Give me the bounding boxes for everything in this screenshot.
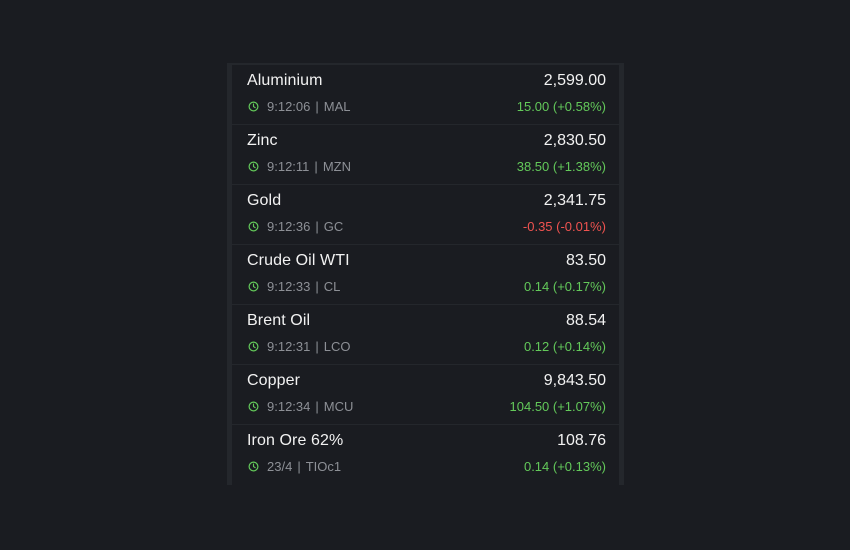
commodity-row[interactable]: Iron Ore 62% 108.76 23/4 | TIOc1 0.14 (+… bbox=[232, 425, 619, 485]
commodity-meta: 9:12:06 | MAL bbox=[248, 99, 351, 114]
commodity-meta: 23/4 | TIOc1 bbox=[248, 459, 341, 474]
commodity-symbol: GC bbox=[323, 219, 344, 234]
commodity-time: 9:12:33 bbox=[267, 279, 311, 294]
commodity-row[interactable]: Copper 9,843.50 9:12:34 | MCU 104.50 (+1… bbox=[232, 365, 619, 425]
commodity-meta: 9:12:11 | MZN bbox=[248, 159, 351, 174]
commodity-time: 9:12:06 bbox=[267, 99, 311, 114]
commodity-row[interactable]: Gold 2,341.75 9:12:36 | GC -0.35 (-0.01%… bbox=[232, 185, 619, 245]
commodity-name: Iron Ore 62% bbox=[247, 432, 344, 449]
clock-icon bbox=[248, 401, 259, 412]
commodities-list: Aluminium 2,599.00 9:12:06 | MAL 15.00 (… bbox=[232, 65, 619, 485]
commodity-symbol: MZN bbox=[322, 159, 351, 174]
commodity-price: 2,830.50 bbox=[543, 132, 606, 149]
meta-separator: | bbox=[315, 99, 319, 114]
commodity-time: 9:12:11 bbox=[267, 159, 310, 174]
commodity-change: 38.50 (+1.38%) bbox=[516, 159, 606, 174]
clock-icon bbox=[248, 461, 259, 472]
commodity-row[interactable]: Zinc 2,830.50 9:12:11 | MZN 38.50 (+1.38… bbox=[232, 125, 619, 185]
meta-separator: | bbox=[315, 399, 319, 414]
clock-icon bbox=[248, 221, 259, 232]
meta-separator: | bbox=[314, 159, 318, 174]
commodity-change: 15.00 (+0.58%) bbox=[516, 99, 606, 114]
commodity-meta: 9:12:34 | MCU bbox=[248, 399, 353, 414]
clock-icon bbox=[248, 101, 259, 112]
commodity-change: 0.14 (+0.13%) bbox=[523, 459, 606, 474]
meta-separator: | bbox=[315, 219, 319, 234]
commodity-name: Brent Oil bbox=[247, 312, 311, 329]
clock-icon bbox=[248, 281, 259, 292]
meta-separator: | bbox=[315, 339, 319, 354]
meta-separator: | bbox=[315, 279, 319, 294]
commodity-meta: 9:12:33 | CL bbox=[248, 279, 340, 294]
commodity-row[interactable]: Aluminium 2,599.00 9:12:06 | MAL 15.00 (… bbox=[232, 65, 619, 125]
commodity-meta: 9:12:31 | LCO bbox=[248, 339, 351, 354]
commodity-time: 9:12:36 bbox=[267, 219, 311, 234]
commodity-name: Gold bbox=[247, 192, 282, 209]
commodity-price: 88.54 bbox=[565, 312, 606, 329]
commodity-name: Crude Oil WTI bbox=[247, 252, 350, 269]
commodity-price: 108.76 bbox=[557, 432, 606, 449]
commodity-time: 23/4 bbox=[267, 459, 293, 474]
commodity-change: 0.14 (+0.17%) bbox=[523, 279, 606, 294]
commodity-price: 83.50 bbox=[565, 252, 606, 269]
commodity-symbol: MAL bbox=[323, 99, 351, 114]
commodity-row[interactable]: Crude Oil WTI 83.50 9:12:33 | CL 0.14 (+… bbox=[232, 245, 619, 305]
commodity-change: 0.12 (+0.14%) bbox=[523, 339, 606, 354]
commodity-name: Aluminium bbox=[247, 72, 323, 89]
commodity-symbol: MCU bbox=[323, 399, 354, 414]
clock-icon bbox=[248, 341, 259, 352]
commodity-time: 9:12:31 bbox=[267, 339, 311, 354]
commodity-change: -0.35 (-0.01%) bbox=[522, 219, 606, 234]
commodity-row[interactable]: Brent Oil 88.54 9:12:31 | LCO 0.12 (+0.1… bbox=[232, 305, 619, 365]
commodity-price: 2,341.75 bbox=[543, 192, 606, 209]
meta-separator: | bbox=[297, 459, 301, 474]
commodity-name: Zinc bbox=[247, 132, 278, 149]
commodity-price: 9,843.50 bbox=[543, 372, 606, 389]
commodity-time: 9:12:34 bbox=[267, 399, 311, 414]
commodity-meta: 9:12:36 | GC bbox=[248, 219, 343, 234]
commodities-panel: Aluminium 2,599.00 9:12:06 | MAL 15.00 (… bbox=[227, 63, 624, 485]
commodity-change: 104.50 (+1.07%) bbox=[509, 399, 606, 414]
commodity-symbol: TIOc1 bbox=[305, 459, 342, 474]
commodity-symbol: LCO bbox=[323, 339, 351, 354]
commodity-symbol: CL bbox=[323, 279, 341, 294]
clock-icon bbox=[248, 161, 259, 172]
commodity-price: 2,599.00 bbox=[543, 72, 606, 89]
commodity-name: Copper bbox=[247, 372, 301, 389]
